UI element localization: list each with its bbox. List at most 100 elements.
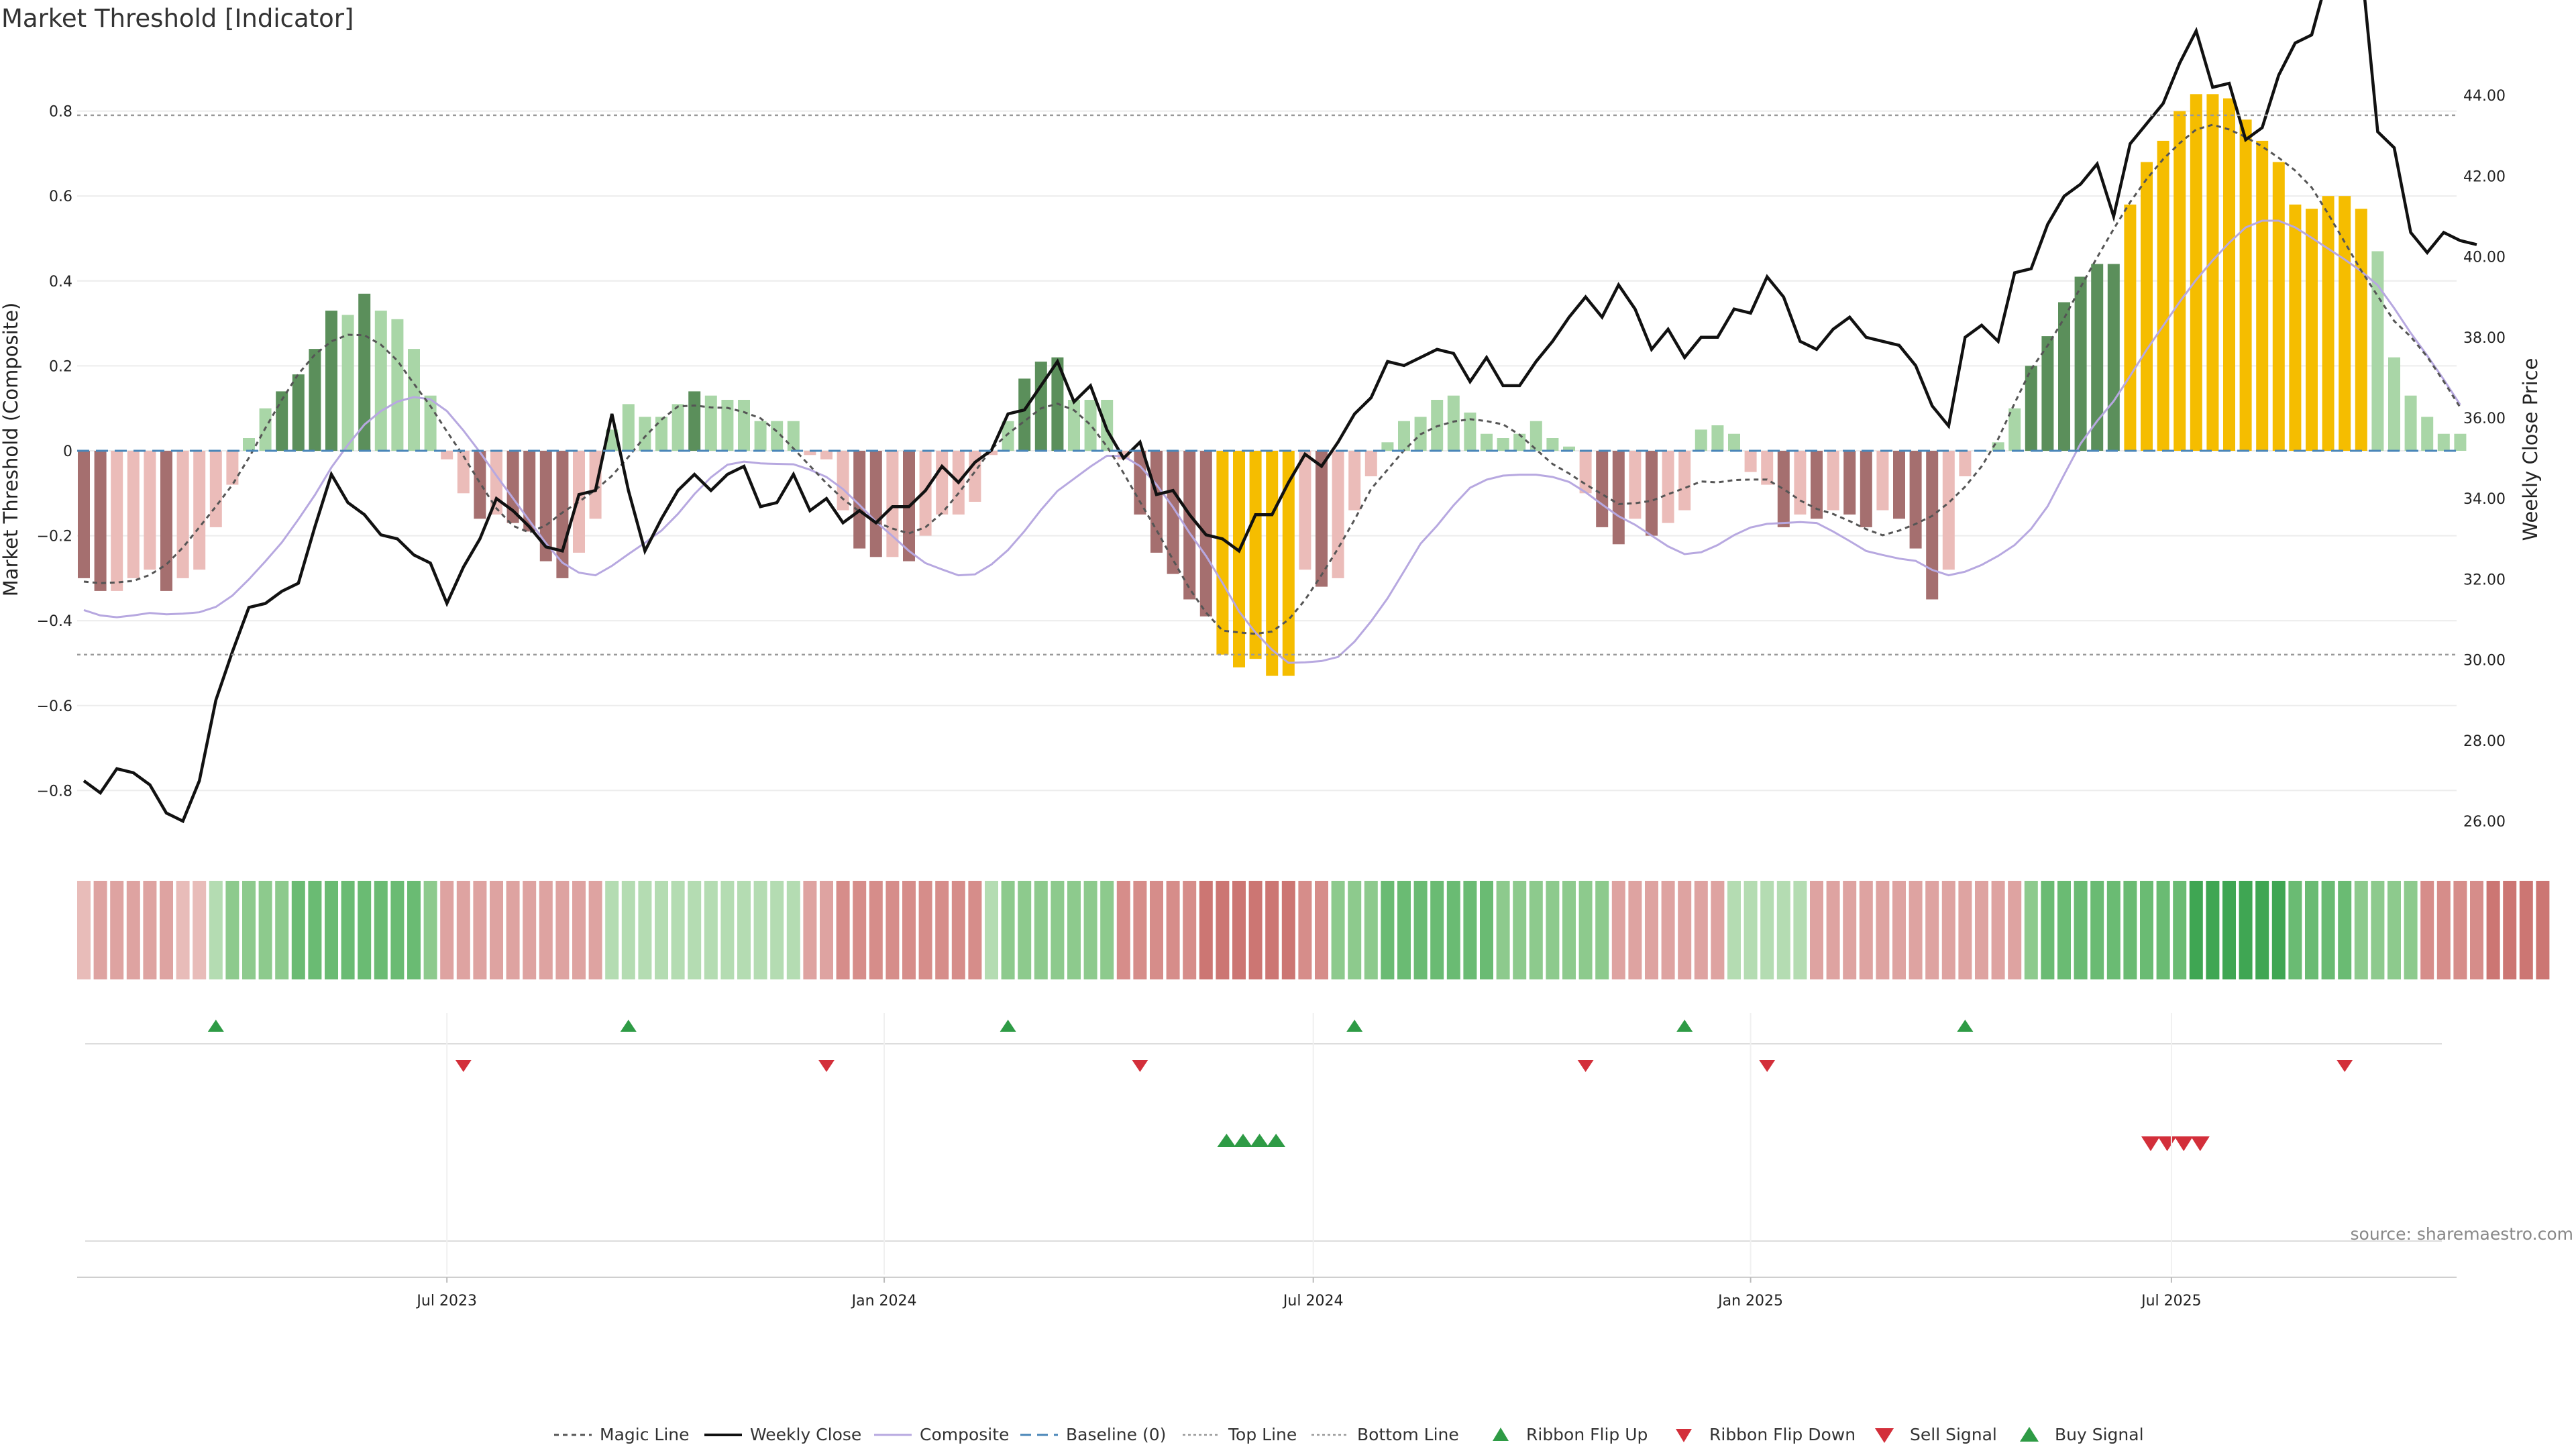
ribbon-cell — [1925, 881, 1939, 979]
ribbon-cell — [1826, 881, 1840, 979]
reference-lines — [77, 114, 2457, 656]
composite-bar — [1728, 433, 1740, 451]
composite-bar — [1101, 400, 1114, 451]
weekly-close-line — [83, 0, 2477, 824]
y-tick-label: −0.4 — [37, 613, 72, 630]
legend-label: Magic Line — [600, 1425, 690, 1444]
ribbon-flip-down-marker — [455, 1060, 472, 1072]
ribbon-flip-up-marker — [1346, 1020, 1363, 1032]
ribbon-cell — [1463, 881, 1477, 979]
ribbon-cell — [1958, 881, 1972, 979]
ribbon-cell — [225, 881, 239, 979]
ribbon-cell — [704, 881, 718, 979]
ribbon-cell — [1018, 881, 1032, 979]
ribbon-cell — [737, 881, 751, 979]
ribbon-cell — [1232, 881, 1246, 979]
y2-tick-label: 28.00 — [2463, 733, 2506, 750]
ribbon-cell — [836, 881, 850, 979]
composite-bar — [490, 451, 502, 515]
composite-bar — [1678, 451, 1691, 511]
composite-bar — [655, 417, 667, 451]
composite-bar — [292, 374, 305, 451]
ribbon-cell — [2404, 881, 2418, 979]
ribbon-cell — [473, 881, 487, 979]
composite-bar — [2223, 98, 2235, 451]
ribbon-cell — [1430, 881, 1444, 979]
composite-bar — [1034, 362, 1047, 451]
ribbon-cell — [1216, 881, 1230, 979]
ribbon-cell — [325, 881, 338, 979]
y2-tick-label: 44.00 — [2463, 88, 2506, 105]
ribbon-cell — [1265, 881, 1279, 979]
ribbon-cell — [160, 881, 173, 979]
composite-bar — [127, 451, 140, 578]
ribbon-cell — [1331, 881, 1345, 979]
ribbon-cell — [655, 881, 668, 979]
composite-bar — [523, 451, 536, 532]
composite-bar — [1529, 421, 1542, 451]
ribbon-cell — [1364, 881, 1378, 979]
legend-swatch-flip-up — [1493, 1428, 1509, 1441]
composite-bar — [2322, 196, 2334, 451]
composite-bar — [176, 451, 189, 578]
flip-markers — [85, 1020, 2442, 1072]
ribbon-cell — [2156, 881, 2170, 979]
ribbon-cell — [2140, 881, 2153, 979]
ribbon-cell — [77, 881, 91, 979]
legend-label: Top Line — [1228, 1425, 1297, 1444]
ribbon-cell — [2255, 881, 2269, 979]
y-tick-label: 0.4 — [49, 274, 72, 290]
composite-bar — [573, 451, 585, 553]
ribbon-cell — [720, 881, 735, 979]
ribbon-flip-up-marker — [1000, 1020, 1016, 1032]
ribbon-cell — [786, 881, 800, 979]
ribbon-cell — [2024, 881, 2038, 979]
composite-bar — [1481, 433, 1493, 451]
ribbon-cell — [1051, 881, 1065, 979]
ribbon-cell — [2123, 881, 2137, 979]
ribbon-cell — [2206, 881, 2220, 979]
composite-bar — [2421, 417, 2434, 451]
composite-bar — [1959, 451, 1972, 476]
composite-bar — [639, 417, 651, 451]
ribbon-cell — [1397, 881, 1411, 979]
legend-swatch-flip-down — [1676, 1429, 1692, 1442]
composite-bar — [1134, 451, 1146, 515]
legend-label: Sell Signal — [1910, 1425, 1997, 1444]
composite-bar — [1860, 451, 1872, 527]
y2-tick-label: 40.00 — [2463, 250, 2506, 266]
ribbon-cell — [1281, 881, 1295, 979]
ribbon-cell — [1595, 881, 1609, 979]
series-lines — [83, 0, 2477, 824]
legend-label: Baseline (0) — [1066, 1425, 1166, 1444]
ribbon-cell — [110, 881, 124, 979]
ribbon-cell — [423, 881, 437, 979]
composite-bar — [1183, 451, 1196, 600]
composite-bar — [144, 451, 156, 570]
composite-bar — [1942, 451, 1955, 570]
sell-signal-marker — [2190, 1136, 2210, 1151]
composite-bar — [1316, 451, 1328, 587]
ribbon-cell — [1776, 881, 1790, 979]
ribbon-cell — [1100, 881, 1114, 979]
composite-bar — [1546, 438, 1559, 451]
y2-tick-label: 26.00 — [2463, 814, 2506, 830]
ribbon-cell — [1248, 881, 1263, 979]
ribbon-cell — [2106, 881, 2121, 979]
ribbon-cell — [621, 881, 635, 979]
composite-bar — [1893, 451, 1905, 519]
composite-bar — [1612, 451, 1625, 545]
ribbon-cell — [1116, 881, 1130, 979]
y2-tick-label: 32.00 — [2463, 572, 2506, 588]
ribbon-cell — [358, 881, 372, 979]
ribbon-cell — [1496, 881, 1510, 979]
ribbon-cell — [1694, 881, 1708, 979]
ribbon-cell — [968, 881, 982, 979]
ribbon-cell — [1546, 881, 1560, 979]
ribbon-flip-down-marker — [818, 1060, 835, 1072]
composite-bar — [506, 451, 519, 523]
composite-bar — [1233, 451, 1245, 667]
ribbon-cell — [638, 881, 652, 979]
ribbon-cell — [143, 881, 157, 979]
